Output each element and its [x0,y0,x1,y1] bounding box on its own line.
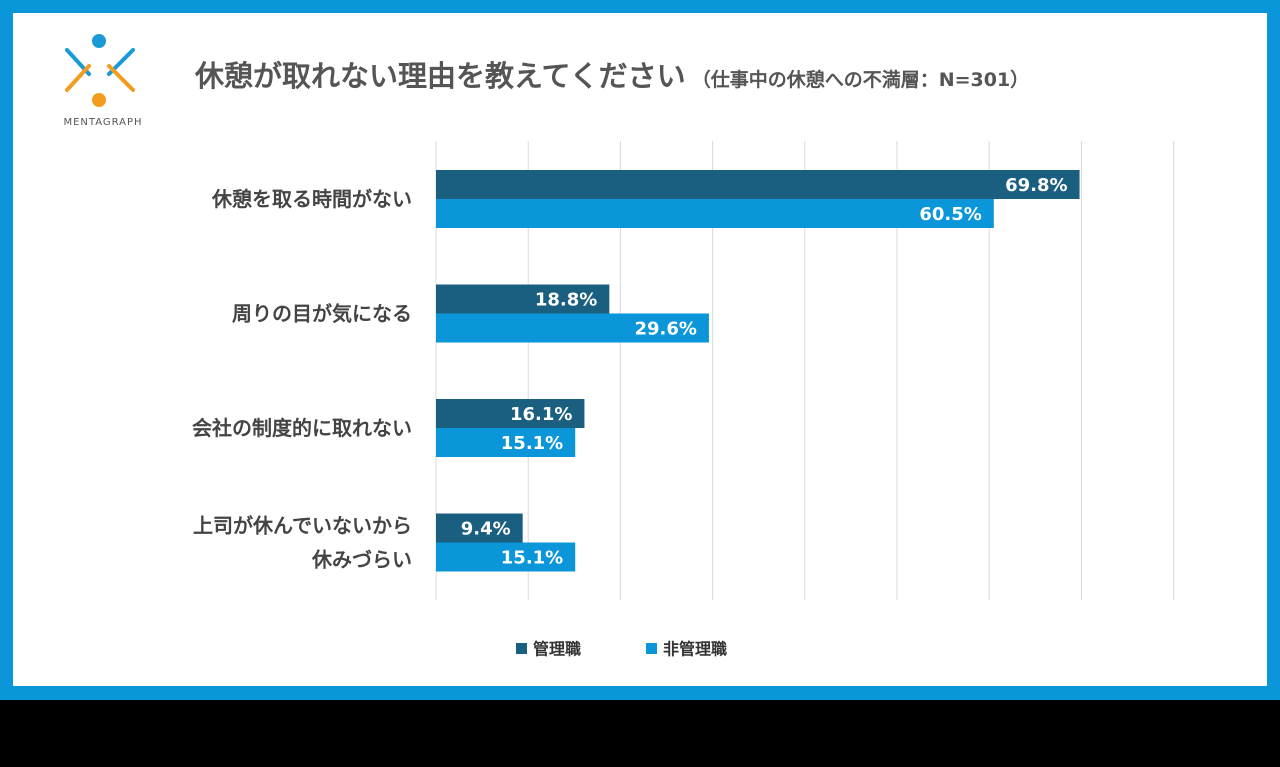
data-label: 18.8% [535,290,597,311]
category-label: 休みづらい [311,548,412,572]
legend-swatch [646,643,657,654]
logo-stroke-right-down [107,64,135,92]
logo-text: MENTAGRAPH [63,117,143,128]
legend-label: 管理職 [533,640,581,659]
bar [436,513,523,543]
chart-panel: MENTAGRAPH 休憩が取れない理由を教えてください （仕事中の休憩への不満層… [13,13,1267,686]
legend-label: 非管理職 [663,640,727,659]
chart-title: 休憩が取れない理由を教えてください [195,59,686,93]
category-label: 上司が休んでいないから [193,514,412,538]
mentagraph-logo-icon [65,34,135,107]
bar [436,284,610,314]
bar [436,542,576,572]
data-label: 69.8% [1005,175,1067,196]
logo-stroke-left-down [65,64,91,92]
bar [436,199,994,228]
logo-dot-top [92,34,106,48]
bar [436,313,709,343]
data-label: 15.1% [501,433,563,454]
data-label: 16.1% [510,404,572,425]
data-label: 15.1% [501,548,563,569]
category-label: 休憩を取る時間がない [211,187,412,211]
bar-chart: 休憩を取る時間がない 69.8% 60.5% 周りの目が気になる 18.8% 29.6% 会… [192,141,1175,659]
logo-dot-bottom [92,93,106,107]
data-label: 29.6% [634,319,696,340]
category-label: 周りの目が気になる [232,302,412,326]
chart-subtitle: （仕事中の休憩への不満層：N=301） [691,69,1030,91]
data-label: 60.5% [919,204,981,225]
legend-swatch [516,643,527,654]
logo: MENTAGRAPH [61,33,145,133]
data-label: 9.4% [461,519,511,540]
title-row: 休憩が取れない理由を教えてください （仕事中の休憩への不満層：N=301） [195,53,1029,95]
bar [436,399,585,428]
bar [436,428,576,457]
category-label: 会社の制度的に取れない [192,416,412,440]
bar [436,170,1080,199]
